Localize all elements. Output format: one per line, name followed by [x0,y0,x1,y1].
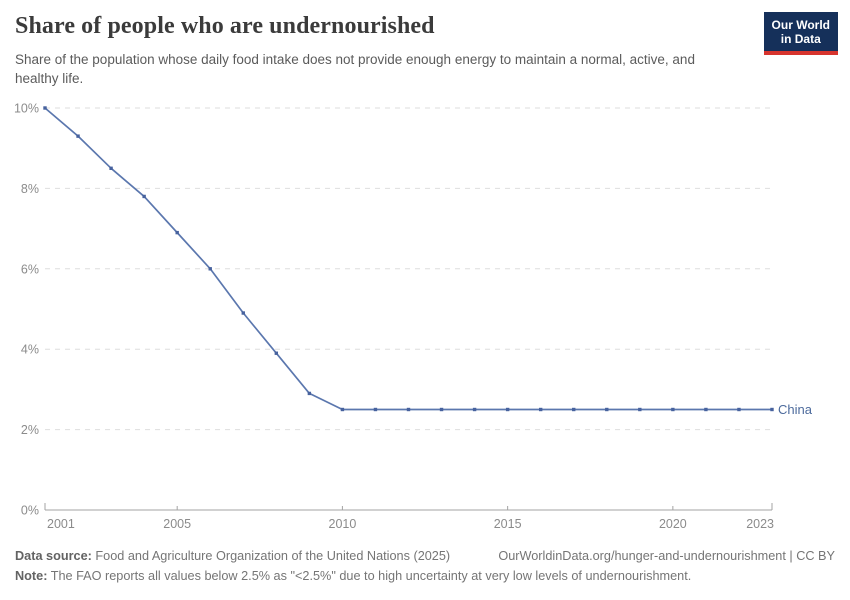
citation-link[interactable]: OurWorldinData.org/hunger-and-undernouri… [498,549,835,563]
data-point[interactable] [671,407,675,412]
chart-subtitle: Share of the population whose daily food… [15,52,695,87]
y-tick-label: 0% [21,504,39,518]
note-label: Note: [15,569,48,584]
data-source-label: Data source: [15,549,92,563]
data-point[interactable] [770,407,774,412]
data-point[interactable] [109,166,113,170]
data-point[interactable] [505,407,510,412]
data-point[interactable] [142,194,146,199]
data-point[interactable] [472,407,477,412]
series-label-china[interactable]: China [778,402,813,417]
line-chart-canvas[interactable]: 0% 2% 4% 6% 8% 10% 2001 2005 2010 2015 2020 2023 Chi… [0,0,850,545]
y-tick-label: 6% [21,262,39,276]
x-tick-label: 2005 [163,517,191,531]
data-point[interactable] [538,407,543,412]
data-point[interactable] [638,407,642,412]
note-line: Note: The FAO reports all values below 2… [15,567,835,585]
note-text: The FAO reports all values below 2.5% as… [47,569,692,584]
y-tick-label: 4% [21,343,39,357]
y-tick-label: 2% [21,423,39,437]
y-tick-label: 8% [21,182,39,196]
data-point[interactable] [307,391,312,396]
x-tick-label: 2010 [329,517,357,531]
data-point[interactable] [175,230,179,235]
data-point[interactable] [439,407,444,412]
data-point[interactable] [340,407,345,412]
series-line [44,107,772,411]
data-point[interactable] [208,267,212,271]
x-tick-label: 2015 [494,517,522,531]
data-point[interactable] [373,407,378,412]
x-tick-label: 2020 [659,517,687,531]
x-tick-label: 2001 [47,517,75,531]
data-point[interactable] [274,351,279,355]
data-point[interactable] [737,407,741,412]
y-tick-label: 10% [14,102,39,116]
data-source-line: Data source: Food and Agriculture Organi… [15,547,450,565]
data-point[interactable] [572,407,576,412]
data-point[interactable] [605,407,609,412]
owid-logo-line2: in Data [780,32,821,47]
data-source-text: Food and Agriculture Organization of the… [91,549,451,563]
data-point[interactable] [704,407,708,412]
data-point[interactable] [43,106,47,110]
chart-title: Share of people who are undernourished [15,13,435,39]
owid-logo-line1: Our World [771,18,830,32]
data-point[interactable] [76,134,80,138]
footer: Data source: Food and Agriculture Organi… [15,547,835,586]
data-point[interactable] [241,311,245,315]
x-tick-label: 2023 [746,517,774,531]
data-point[interactable] [406,407,411,412]
owid-logo[interactable]: Our World in Data [763,12,838,55]
